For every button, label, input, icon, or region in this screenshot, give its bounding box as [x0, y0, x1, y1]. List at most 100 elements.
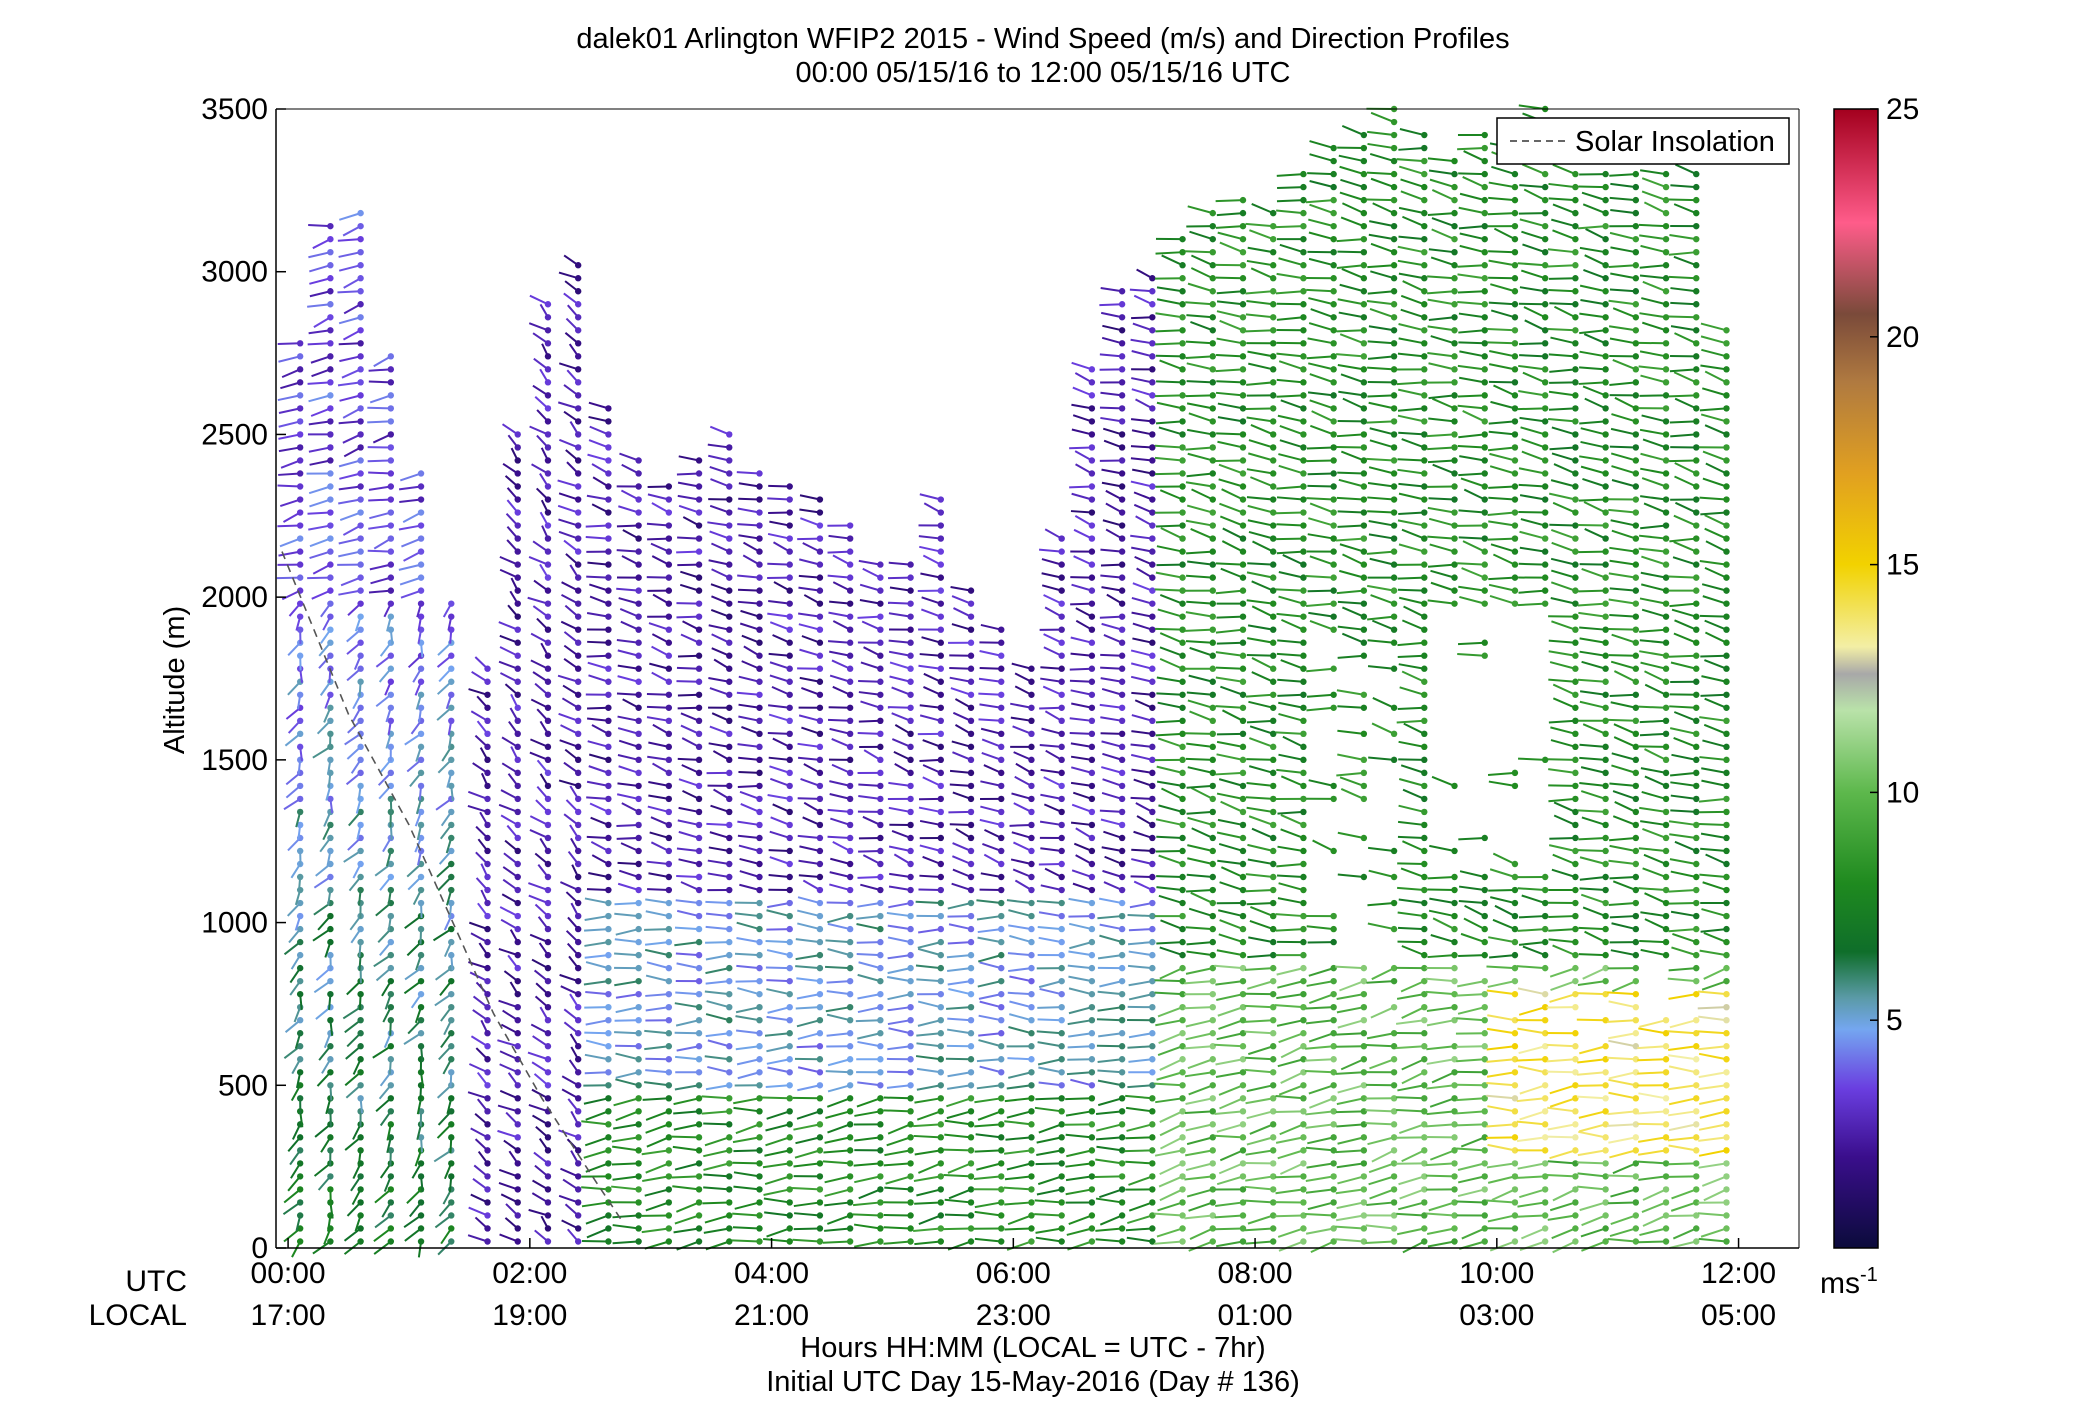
wind-barb [1338, 390, 1364, 397]
wind-barb [618, 739, 639, 748]
wind-barb [614, 902, 639, 906]
wind-barb-dot [1360, 418, 1368, 425]
wind-barb-dot [1149, 1003, 1156, 1011]
wind-barb-dot [1270, 314, 1277, 321]
wind-barb [611, 1136, 639, 1143]
wind-barb-dot [726, 613, 733, 620]
wind-barb-dot [417, 951, 425, 959]
wind-barb [1040, 884, 1062, 892]
wind-barb [1305, 1227, 1334, 1235]
wind-barb-dot [1330, 574, 1337, 581]
wind-barb-dot [816, 522, 824, 529]
wind-barb-dot [665, 1147, 673, 1154]
wind-barb [1103, 634, 1123, 644]
wind-barb [1038, 1066, 1062, 1074]
wind-barb-dot [816, 1121, 824, 1128]
wind-barb-dot [1028, 743, 1035, 751]
wind-barb [798, 574, 821, 579]
wind-barb [1305, 1123, 1334, 1129]
wind-barb-dot [1330, 170, 1337, 178]
wind-barb-dot [1421, 1003, 1428, 1011]
wind-barb [1134, 555, 1153, 566]
wind-barb-dot [907, 743, 914, 751]
wind-barb [711, 568, 730, 579]
wind-barb-dot [1149, 1225, 1156, 1232]
wind-barb-dot [484, 1173, 491, 1180]
wind-barb [338, 264, 361, 272]
wind-barb-dot [574, 704, 582, 711]
wind-barb-dot [484, 1225, 491, 1232]
wind-barb-dot [635, 457, 642, 464]
wind-barb-dot [998, 626, 1005, 633]
wind-barb-dot [1239, 288, 1247, 295]
wind-barb-dot [1270, 209, 1277, 217]
wind-barb [1127, 1084, 1153, 1089]
wind-barb [854, 1240, 881, 1248]
wind-barb-dot [574, 1095, 582, 1102]
wind-barb [1070, 766, 1093, 774]
wind-barb [797, 1066, 821, 1074]
wind-barb [1187, 816, 1214, 826]
wind-barb-dot [574, 1043, 582, 1050]
wind-barb [1004, 1097, 1032, 1103]
wind-barb-dot [967, 977, 975, 985]
wind-barb-dot [1390, 353, 1398, 360]
wind-barb [861, 620, 881, 631]
wind-barb [343, 1227, 362, 1242]
wind-barb-dot [1179, 808, 1186, 816]
wind-barb [887, 975, 911, 983]
wind-barb-dot [357, 652, 364, 659]
wind-barb-dot [448, 1003, 455, 1011]
wind-barb [312, 563, 331, 575]
wind-barb [1187, 857, 1213, 865]
wind-barb [1245, 1097, 1274, 1105]
wind-barb [891, 686, 911, 696]
wind-barb-dot [1300, 470, 1307, 477]
wind-barb [1339, 283, 1365, 293]
wind-barb [860, 883, 881, 891]
wind-barb [709, 530, 730, 540]
wind-barb [498, 999, 519, 1009]
wind-barb-dot [1421, 886, 1428, 894]
wind-barb [888, 561, 911, 566]
wind-barb [1125, 1227, 1153, 1232]
wind-barb [497, 1039, 519, 1048]
wind-barb [1010, 858, 1032, 865]
wind-barb [1310, 308, 1334, 319]
wind-barb [584, 1136, 609, 1147]
wind-barb-dot [1300, 743, 1307, 751]
wind-barb-dot [1360, 392, 1368, 399]
wind-barb-dot [1149, 483, 1156, 490]
wind-barb-dot [726, 1238, 733, 1245]
wind-barb-dot [635, 496, 642, 503]
wind-barb-dot [1360, 1095, 1368, 1102]
wind-barb [1068, 987, 1093, 996]
wind-barb [589, 425, 609, 436]
wind-barb-dot [605, 964, 612, 972]
wind-barb [947, 941, 972, 945]
wind-barb-dot [327, 275, 334, 282]
wind-barb [952, 842, 972, 852]
wind-barb-dot [417, 886, 425, 894]
wind-barb-dot [1058, 561, 1065, 568]
wind-barb-dot [1209, 860, 1216, 868]
wind-barb [342, 407, 362, 419]
wind-barb-dot [1179, 1212, 1186, 1219]
wind-barb-dot [665, 496, 673, 503]
wind-barb-dot [937, 912, 945, 920]
wind-barb [1191, 827, 1214, 839]
wind-barb-dot [1360, 600, 1368, 607]
wind-barb [737, 743, 760, 748]
wind-barb [369, 563, 392, 571]
wind-barb-dot [1028, 1030, 1035, 1037]
wind-barb [827, 948, 851, 957]
wind-barb [1097, 1058, 1123, 1064]
wind-barb-dot [574, 1082, 582, 1089]
wind-barb-dot [1360, 262, 1368, 269]
wind-barb-dot [967, 1186, 975, 1193]
wind-barb-dot [1058, 769, 1065, 777]
wind-barb-dot [1360, 704, 1368, 711]
wind-barb-dot [1390, 301, 1398, 308]
wind-barb-dot [448, 1134, 455, 1141]
wind-barb-dot [514, 1134, 521, 1141]
